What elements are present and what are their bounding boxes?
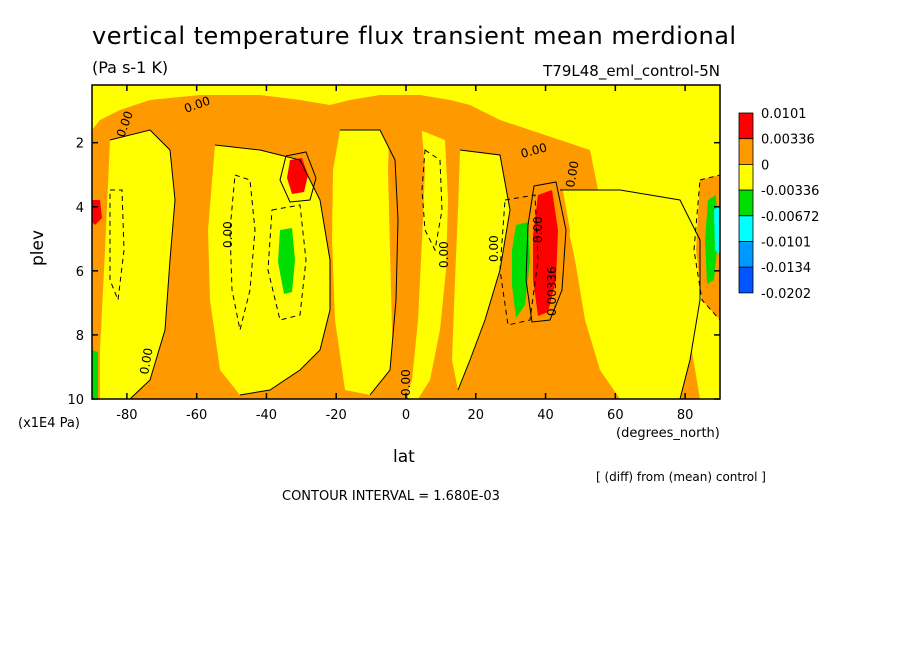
contour-label: 0.00 xyxy=(487,235,501,262)
x-axis: -80 -60 -40 -20 0 20 40 60 80 xyxy=(116,85,693,423)
colorbar-legend: 0.0101 0.00336 0 -0.00336 -0.00672 -0.0101 -0.… xyxy=(738,107,819,302)
contour-label: 0.00 xyxy=(519,140,548,160)
x-tick-label: -20 xyxy=(326,408,347,423)
contour-label: 0.00 xyxy=(137,347,155,376)
yellow-region xyxy=(92,85,720,399)
x-tick-label: -80 xyxy=(116,408,137,423)
contour-line-dashed xyxy=(421,149,443,252)
contour-line xyxy=(525,181,567,323)
legend-level-label: 0.00336 xyxy=(761,133,815,148)
contour-line xyxy=(214,144,331,396)
cyan-minimum xyxy=(714,205,720,255)
legend-swatch xyxy=(738,112,754,140)
red-maximum xyxy=(533,190,558,316)
y-tick-label: 8 xyxy=(76,329,84,344)
legend-level-label: -0.00672 xyxy=(761,210,819,225)
legend-level-label: -0.00336 xyxy=(761,184,819,199)
contour-interval: CONTOUR INTERVAL = 1.680E-03 xyxy=(282,489,500,504)
run-label: T79L48_eml_control-5N xyxy=(543,62,720,80)
x-tick-label: 60 xyxy=(607,408,624,423)
y-axis-units: (x1E4 Pa) xyxy=(18,416,80,431)
x-tick-label: 80 xyxy=(677,408,694,423)
green-minimum xyxy=(512,222,530,318)
yellow-region xyxy=(560,190,700,399)
contour-line-dashed xyxy=(109,189,125,301)
y-axis: 2 4 6 8 10 xyxy=(67,137,720,408)
contour-line-dashed xyxy=(499,194,539,326)
contour-label: 0.00 xyxy=(437,241,451,268)
legend-swatch xyxy=(738,215,754,242)
plot-area: 0.00 0.00 0.00 0.00 0.00 0.00 0.00 0.00 … xyxy=(92,85,720,399)
legend-swatch xyxy=(738,138,754,165)
y-tick-label: 4 xyxy=(76,201,84,216)
x-axis-label: lat xyxy=(393,447,415,467)
legend-swatch xyxy=(738,266,754,294)
chart-subtitle: (Pa s-1 K) xyxy=(92,58,169,77)
green-minimum xyxy=(92,350,98,399)
x-axis-units: (degrees_north) xyxy=(616,426,720,441)
yellow-region xyxy=(208,145,330,395)
legend-swatch xyxy=(738,241,754,268)
x-tick-label: 40 xyxy=(537,408,554,423)
chart-title: vertical temperature flux transient mean… xyxy=(92,22,737,50)
legend-level-label: 0 xyxy=(761,158,769,173)
legend-level-label: -0.0202 xyxy=(761,287,811,302)
x-tick-label: -40 xyxy=(256,408,277,423)
contour-line xyxy=(560,189,701,399)
contour-line xyxy=(279,151,317,203)
contour-label: 0.00 xyxy=(531,216,545,243)
legend-level-label: 0.0101 xyxy=(761,107,807,122)
x-tick-label: 20 xyxy=(468,408,485,423)
yellow-region xyxy=(100,130,175,399)
contour-label: 0.00336 xyxy=(545,266,559,316)
diff-note: [ (diff) from (mean) control ] xyxy=(596,470,766,484)
y-tick-label: 6 xyxy=(76,265,84,280)
contour-line-dashed xyxy=(693,174,720,321)
x-tick-label: -60 xyxy=(186,408,207,423)
y-tick-label: 10 xyxy=(67,393,84,408)
contour-line xyxy=(109,129,176,399)
y-axis-label: plev xyxy=(28,229,48,266)
red-maximum xyxy=(287,158,308,194)
contour-line-dashed xyxy=(229,174,256,331)
legend-swatch xyxy=(738,189,754,217)
contour-line-dashed xyxy=(267,204,307,321)
orange-band xyxy=(388,110,425,399)
green-minimum xyxy=(278,228,295,294)
legend-level-label: -0.0101 xyxy=(761,236,811,251)
contour-line xyxy=(340,129,399,396)
yellow-region xyxy=(332,130,398,395)
contour-label: 0.00 xyxy=(399,369,413,396)
x-tick-label: 0 xyxy=(402,408,410,423)
yellow-region xyxy=(452,150,510,390)
contour-label: 0.00 xyxy=(221,221,235,248)
legend-level-label: -0.0134 xyxy=(761,261,811,276)
contour-label: 0.00 xyxy=(563,160,581,189)
legend-swatch xyxy=(738,163,754,191)
y-tick-label: 2 xyxy=(76,137,84,152)
